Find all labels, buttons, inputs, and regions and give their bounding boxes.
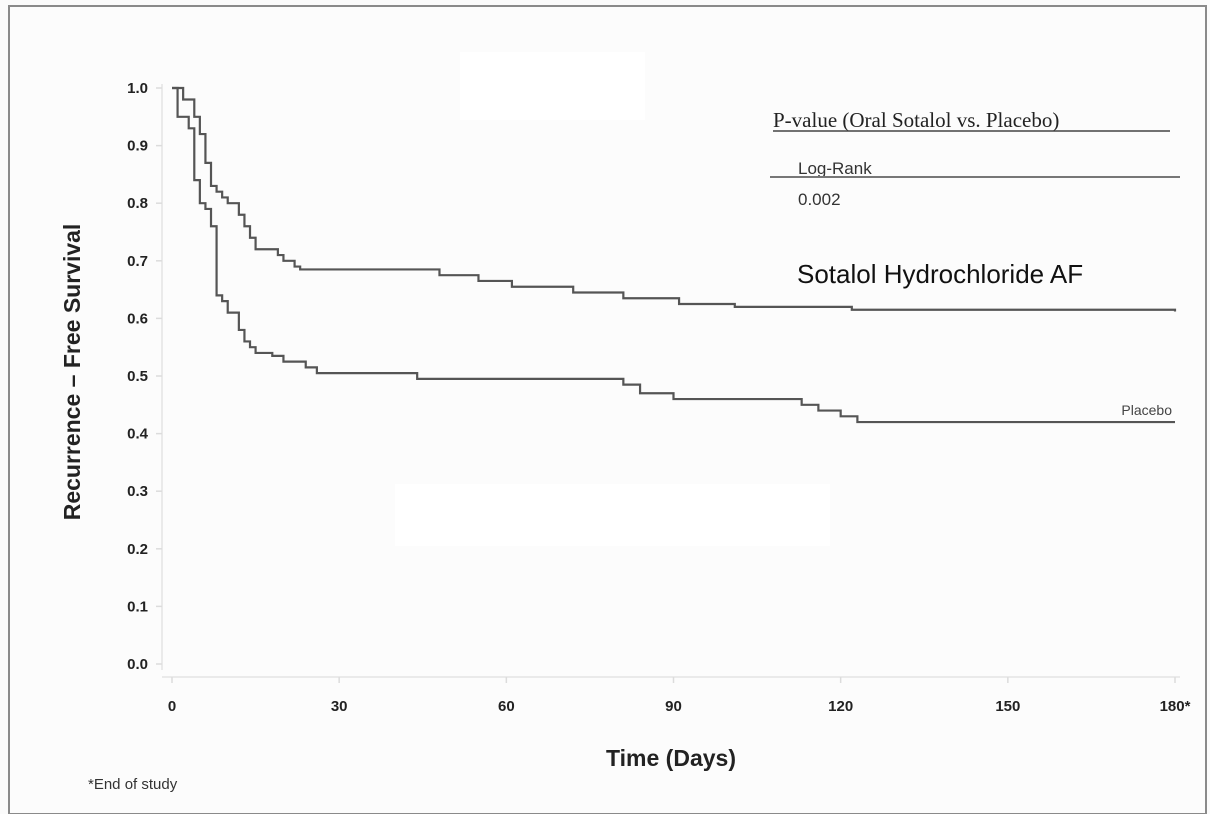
x-tick-label: 150 (995, 698, 1020, 715)
footnote: *End of study (88, 776, 178, 793)
x-tick-label: 60 (498, 698, 515, 715)
y-tick-label: 0.9 (127, 138, 148, 155)
y-tick-label: 0.1 (127, 598, 148, 615)
y-axis-title: Recurrence – Free Survival (59, 224, 85, 521)
x-tick-label: 30 (331, 698, 348, 715)
y-tick-label: 0.8 (127, 195, 148, 212)
y-tick-label: 0.2 (127, 541, 148, 558)
test-name: Log-Rank (798, 159, 872, 178)
y-tick-label: 0.6 (127, 310, 148, 327)
x-tick-label: 180* (1160, 698, 1191, 715)
y-tick-label: 0.4 (127, 426, 149, 443)
figure-frame (8, 5, 1207, 814)
y-tick-label: 0.0 (127, 656, 148, 673)
y-tick-label: 1.0 (127, 80, 148, 97)
pvalue-header: P-value (Oral Sotalol vs. Placebo) (773, 108, 1059, 132)
axes-layer: 0.0 0.1 0.2 0.3 0.4 0.5 0.6 0.7 0.8 0.9 1.0 0 30 60 90… (127, 80, 1190, 715)
y-tick-label: 0.5 (127, 368, 148, 385)
sotalol-survival-curve (172, 86, 1177, 312)
blank-patch (460, 52, 645, 120)
placebo-survival-curve (172, 86, 1175, 424)
x-tick-label: 90 (665, 698, 682, 715)
series-label-sotalol: Sotalol Hydrochloride AF (797, 259, 1083, 289)
curves-layer (172, 86, 1177, 424)
y-tick-label: 0.7 (127, 253, 148, 270)
x-tick-label: 120 (828, 698, 853, 715)
x-tick-label: 0 (168, 698, 176, 715)
blank-patch (395, 484, 830, 546)
x-axis-title: Time (Days) (606, 745, 736, 771)
test-value: 0.002 (798, 190, 841, 209)
series-label-placebo: Placebo (1121, 402, 1172, 418)
y-tick-label: 0.3 (127, 483, 148, 500)
